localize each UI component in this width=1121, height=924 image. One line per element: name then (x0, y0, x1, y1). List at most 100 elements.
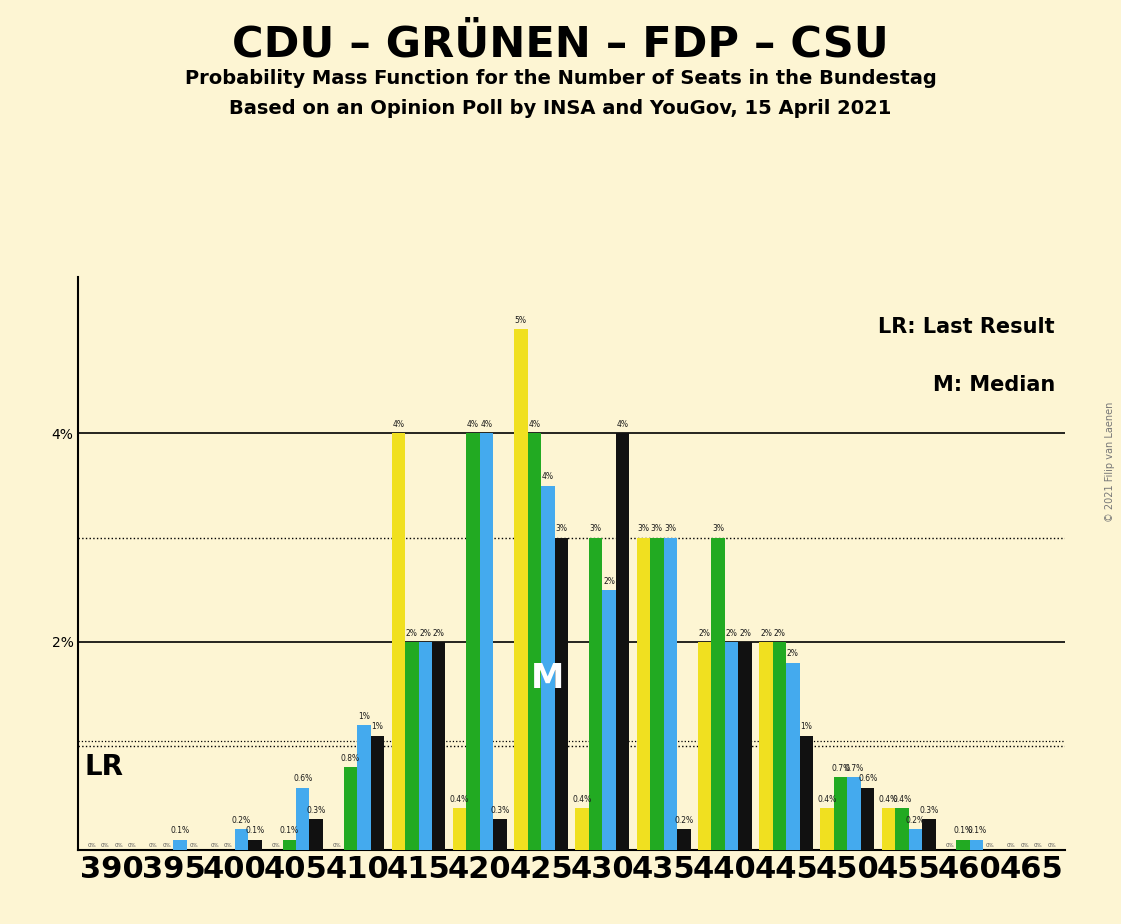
Text: Probability Mass Function for the Number of Seats in the Bundestag: Probability Mass Function for the Number… (185, 69, 936, 89)
Text: 2%: 2% (725, 628, 738, 638)
Bar (466, 433, 480, 850)
Text: M: Median: M: Median (933, 374, 1055, 395)
Text: 3%: 3% (638, 525, 649, 533)
Text: 0.4%: 0.4% (573, 796, 592, 804)
Text: 3%: 3% (665, 525, 676, 533)
Text: 0.1%: 0.1% (279, 826, 299, 835)
Text: 2%: 2% (739, 628, 751, 638)
Text: 0%: 0% (333, 843, 342, 848)
Bar (282, 840, 296, 850)
Text: 0.3%: 0.3% (306, 806, 326, 815)
Text: 2%: 2% (419, 628, 432, 638)
Bar (432, 642, 445, 850)
Text: 0.6%: 0.6% (293, 774, 313, 784)
Text: 0%: 0% (1007, 843, 1016, 848)
Text: 3%: 3% (712, 525, 724, 533)
Text: 1%: 1% (358, 711, 370, 721)
Text: 0%: 0% (210, 843, 219, 848)
Text: 0%: 0% (1034, 843, 1043, 848)
Text: 4%: 4% (467, 420, 479, 430)
Bar (821, 808, 834, 850)
Text: 0.8%: 0.8% (341, 754, 360, 762)
Text: 4%: 4% (541, 472, 554, 481)
Bar (834, 777, 847, 850)
Text: 4%: 4% (392, 420, 405, 430)
Text: 0.3%: 0.3% (919, 806, 938, 815)
Bar (358, 725, 371, 850)
Text: CDU – GRÜNEN – FDP – CSU: CDU – GRÜNEN – FDP – CSU (232, 23, 889, 65)
Bar (759, 642, 772, 850)
Text: 0%: 0% (87, 843, 96, 848)
Text: 2%: 2% (603, 577, 615, 586)
Text: 0.2%: 0.2% (906, 816, 925, 825)
Bar (234, 829, 248, 850)
Bar (698, 642, 712, 850)
Text: 0.4%: 0.4% (817, 796, 837, 804)
Bar (602, 590, 615, 850)
Text: 0%: 0% (128, 843, 137, 848)
Text: 1%: 1% (371, 723, 383, 731)
Text: 0%: 0% (189, 843, 198, 848)
Bar (555, 538, 568, 850)
Text: Based on an Opinion Poll by INSA and YouGov, 15 April 2021: Based on an Opinion Poll by INSA and You… (230, 99, 891, 118)
Text: 0%: 0% (271, 843, 280, 848)
Text: 5%: 5% (515, 316, 527, 325)
Text: 2%: 2% (787, 650, 799, 659)
Text: 0.4%: 0.4% (892, 796, 911, 804)
Bar (309, 819, 323, 850)
Text: 0.3%: 0.3% (490, 806, 510, 815)
Text: 0.6%: 0.6% (858, 774, 878, 784)
Text: 0%: 0% (163, 843, 172, 848)
Bar (589, 538, 602, 850)
Text: © 2021 Filip van Laenen: © 2021 Filip van Laenen (1105, 402, 1115, 522)
Text: 0%: 0% (985, 843, 994, 848)
Bar (480, 433, 493, 850)
Bar (896, 808, 909, 850)
Bar (493, 819, 507, 850)
Bar (882, 808, 896, 850)
Bar (739, 642, 752, 850)
Text: 1%: 1% (800, 723, 813, 731)
Text: 0.2%: 0.2% (674, 816, 694, 825)
Bar (970, 840, 983, 850)
Bar (615, 433, 629, 850)
Bar (515, 329, 528, 850)
Text: 3%: 3% (651, 525, 663, 533)
Bar (248, 840, 261, 850)
Text: 0%: 0% (114, 843, 123, 848)
Bar (541, 485, 555, 850)
Text: 3%: 3% (590, 525, 602, 533)
Text: LR: Last Result: LR: Last Result (879, 317, 1055, 337)
Text: 0%: 0% (149, 843, 158, 848)
Bar (405, 642, 418, 850)
Text: M: M (531, 662, 565, 695)
Bar (453, 808, 466, 850)
Bar (923, 819, 936, 850)
Text: 0%: 0% (224, 843, 232, 848)
Bar (296, 787, 309, 850)
Text: 0%: 0% (1020, 843, 1029, 848)
Text: 0.1%: 0.1% (954, 826, 973, 835)
Text: 0.4%: 0.4% (450, 796, 470, 804)
Text: 0.1%: 0.1% (967, 826, 986, 835)
Text: 0.7%: 0.7% (844, 764, 864, 773)
Text: 2%: 2% (433, 628, 445, 638)
Bar (677, 829, 691, 850)
Bar (391, 433, 405, 850)
Bar (799, 736, 813, 850)
Text: 2%: 2% (773, 628, 786, 638)
Bar (637, 538, 650, 850)
Text: 2%: 2% (406, 628, 418, 638)
Text: 0.1%: 0.1% (170, 826, 189, 835)
Bar (909, 829, 923, 850)
Bar (847, 777, 861, 850)
Text: 4%: 4% (617, 420, 629, 430)
Bar (575, 808, 589, 850)
Text: 0.7%: 0.7% (831, 764, 851, 773)
Bar (528, 433, 541, 850)
Text: 0%: 0% (1047, 843, 1056, 848)
Text: 0.2%: 0.2% (232, 816, 251, 825)
Text: 0%: 0% (945, 843, 954, 848)
Text: 4%: 4% (528, 420, 540, 430)
Bar (371, 736, 385, 850)
